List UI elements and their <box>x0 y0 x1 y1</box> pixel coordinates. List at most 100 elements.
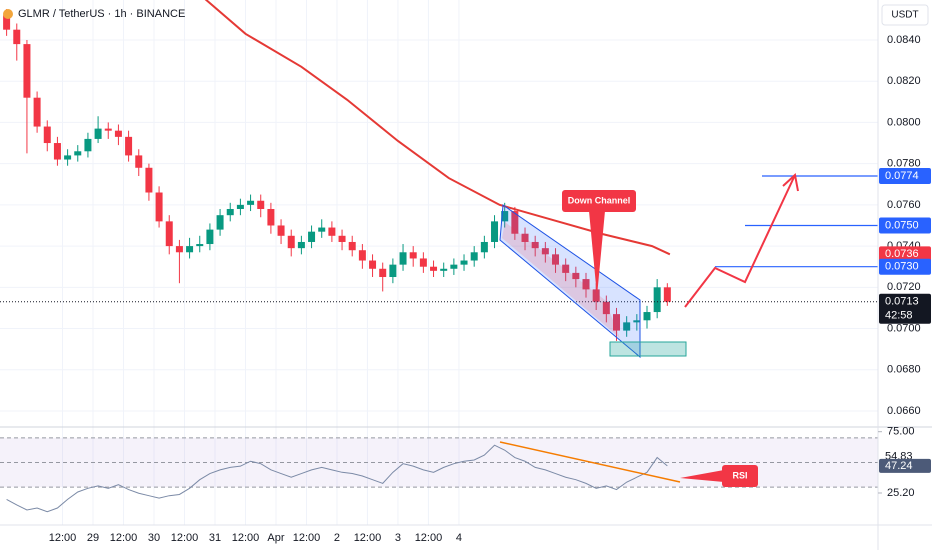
callout-text: Down Channel <box>568 195 631 205</box>
candle-body <box>643 312 651 321</box>
candle-body <box>125 136 133 156</box>
x-tick-label: 31 <box>209 532 221 544</box>
y-tick-label: 0.0820 <box>887 75 921 87</box>
candle-body <box>460 260 468 265</box>
arrow-head <box>782 173 799 192</box>
candle-body <box>440 268 448 271</box>
candle-body <box>3 15 11 30</box>
candle-body <box>470 252 478 261</box>
symbol-icon <box>3 9 13 19</box>
current-price-label: 0.0713 <box>885 296 919 308</box>
y-tick-label: 0.0660 <box>887 405 921 417</box>
callout-pointer <box>589 211 605 296</box>
price-tag <box>879 217 931 234</box>
candle-body <box>511 211 519 234</box>
candle-body <box>348 241 356 251</box>
candle-body <box>379 268 387 278</box>
candle-body <box>328 227 336 236</box>
countdown-label: 42:58 <box>885 310 913 322</box>
candle-body <box>155 192 163 222</box>
y-tick-label: 0.0700 <box>887 322 921 334</box>
candle-body <box>572 272 580 280</box>
candle-body <box>236 204 244 209</box>
channel-shade <box>502 222 620 338</box>
x-tick-label: 30 <box>148 532 160 544</box>
candle-body <box>13 29 21 45</box>
x-tick-label: 12:00 <box>110 532 138 544</box>
candle-body <box>104 128 112 131</box>
candle-body <box>369 260 377 269</box>
candle-body <box>23 44 31 98</box>
projection-arrow <box>684 174 796 308</box>
candle-body <box>94 128 102 139</box>
current-price-tag <box>879 293 931 324</box>
y-tick-label: 0.0680 <box>887 364 921 376</box>
candle-body <box>491 221 499 242</box>
candle-body <box>33 97 41 127</box>
y-tick-label: 0.0780 <box>887 158 921 170</box>
candle-body <box>135 155 143 168</box>
candle-body <box>114 130 122 137</box>
candle-body <box>64 155 72 160</box>
moving-average <box>204 0 671 256</box>
currency-box <box>881 4 929 26</box>
candle-body <box>196 244 204 247</box>
candle-body <box>501 211 509 222</box>
candle-body <box>430 266 438 271</box>
candle-body <box>318 227 326 232</box>
x-tick-label: 12:00 <box>49 532 77 544</box>
rsi-tick-label: 75.00 <box>887 426 915 438</box>
x-tick-label: Apr <box>267 532 284 544</box>
x-tick-label: 12:00 <box>232 532 260 544</box>
candle-body <box>409 252 417 259</box>
candle-body <box>175 246 183 253</box>
candle-body <box>582 279 590 290</box>
x-tick-label: 12:00 <box>171 532 199 544</box>
price-tag <box>879 258 931 275</box>
price-tag-label: 0.0730 <box>885 261 919 273</box>
price-tag-label: 0.0750 <box>885 219 919 231</box>
rsi-callout-box <box>722 465 758 487</box>
candle-body <box>562 264 570 273</box>
candle-body <box>287 235 295 249</box>
drawings: Down Channel RSI <box>499 173 799 487</box>
price-tag <box>879 168 931 185</box>
x-tick-label: 12:00 <box>293 532 321 544</box>
y-tick-label: 0.0800 <box>887 116 921 128</box>
candle-body <box>541 248 549 255</box>
price-tag-label: 0.0774 <box>885 170 919 182</box>
candle-body <box>165 221 173 247</box>
rsi-line <box>6 444 668 513</box>
candle-body <box>297 241 305 249</box>
candle-body <box>43 126 51 144</box>
candle-body <box>226 208 234 216</box>
candle-body <box>623 322 631 331</box>
candle-body <box>216 215 224 230</box>
x-tick-label: 3 <box>395 532 401 544</box>
candle-body <box>613 314 621 331</box>
rsi-tick-label: 25.20 <box>887 487 915 499</box>
candle-body <box>338 235 346 242</box>
x-tick-label: 2 <box>334 532 340 544</box>
candle-body <box>186 246 194 253</box>
candle-body <box>450 264 458 269</box>
price-tag <box>879 246 931 263</box>
candle-body <box>145 167 153 193</box>
candle-body <box>308 231 316 242</box>
symbol-title: GLMR / TetherUS · 1h · BINANCE <box>18 8 185 20</box>
candle-body <box>653 287 661 313</box>
candle-body <box>531 241 539 249</box>
x-tick-label: 12:00 <box>415 532 443 544</box>
rsi-callout-pointer <box>680 470 724 482</box>
candle-body <box>419 258 427 267</box>
currency-label: USDT <box>891 10 918 21</box>
rsi-value-label: 47.24 <box>885 460 913 472</box>
x-tick-label: 4 <box>456 532 462 544</box>
callout-box <box>562 190 636 212</box>
axes: 12:00 29 12:00 30 12:00 31 12:00 Apr 12:00 2 12:00… <box>49 34 931 544</box>
y-tick-label: 0.0760 <box>887 199 921 211</box>
rsi-callout-text: RSI <box>732 470 747 480</box>
candle-body <box>267 208 275 226</box>
